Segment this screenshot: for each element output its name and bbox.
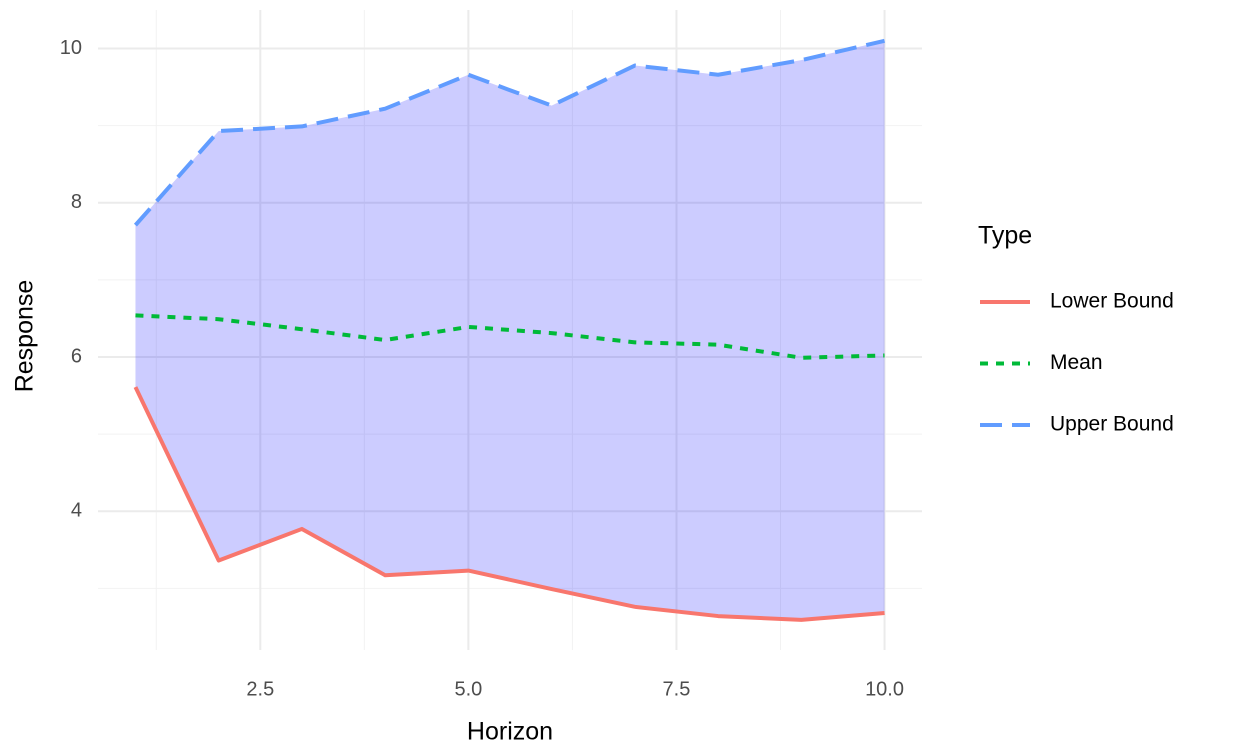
y-axis-label: Response: [11, 280, 39, 393]
x-tick-label: 5.0: [454, 678, 482, 700]
x-tick-label: 7.5: [663, 678, 691, 700]
legend-label: Mean: [1050, 351, 1103, 374]
y-tick-label: 4: [71, 499, 82, 521]
line: [135, 313, 885, 360]
y-tick-label: 6: [71, 345, 82, 367]
x-tick-label: 2.5: [246, 678, 274, 700]
y-tick-label: 8: [71, 191, 82, 213]
line: [133, 38, 885, 227]
legend-title: Type: [978, 222, 1032, 250]
legend-label: Lower Bound: [1050, 290, 1174, 313]
ribbon: [135, 40, 885, 620]
x-tick-label: 10.0: [865, 678, 904, 700]
x-axis-label: Horizon: [467, 718, 553, 746]
line: [133, 386, 885, 622]
legend-label: Upper Bound: [1050, 413, 1174, 436]
y-tick-label: 10: [60, 37, 82, 59]
